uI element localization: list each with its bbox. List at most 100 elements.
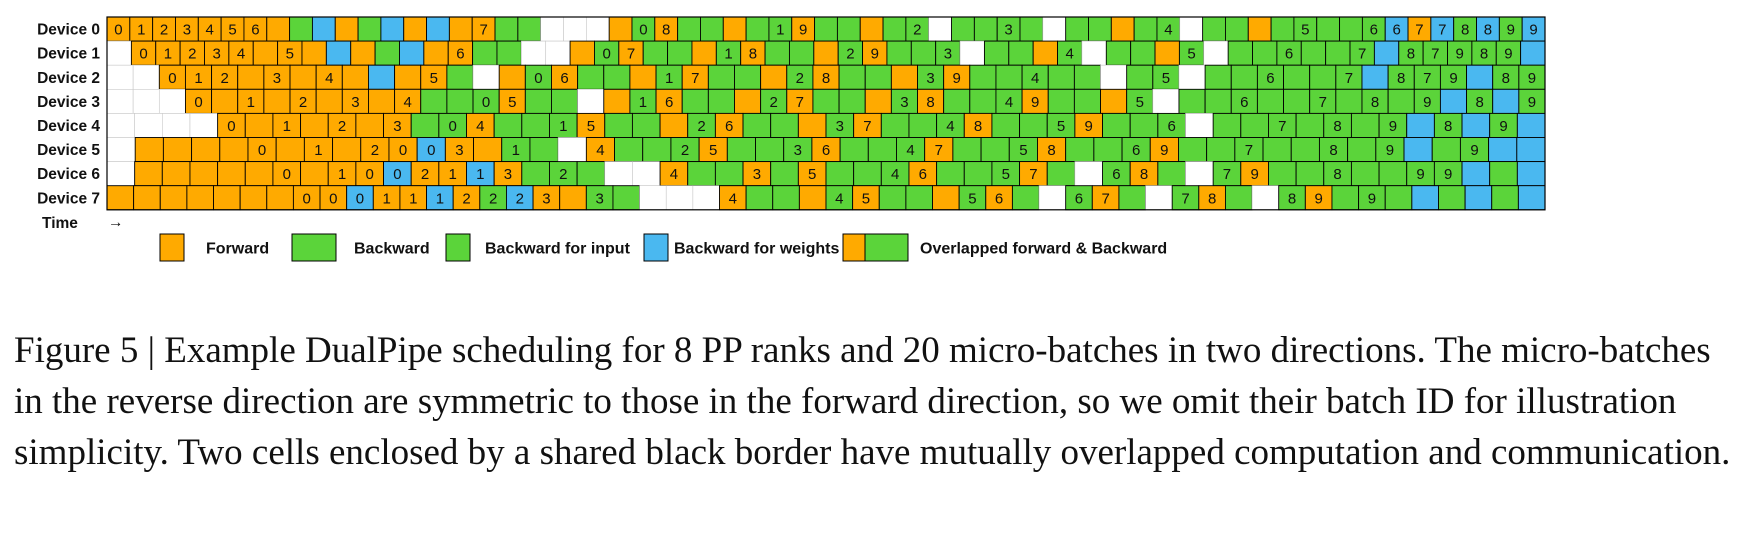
cell: [1212, 112, 1242, 138]
cell: [604, 161, 633, 187]
cell: [1411, 185, 1439, 211]
cell: [604, 112, 633, 138]
cell-label: 4: [596, 142, 604, 159]
cell: [991, 112, 1021, 138]
cell: [1178, 137, 1208, 163]
cell: [423, 40, 449, 66]
cell: [639, 185, 667, 211]
cell: [106, 64, 134, 90]
cell-label: 8: [822, 70, 830, 87]
cell: [1403, 137, 1433, 163]
cell: [1256, 64, 1284, 90]
cell: [374, 40, 400, 66]
cell: [577, 89, 605, 114]
cell-label: 4: [237, 46, 245, 63]
legend-item-4: Overlapped forward & Backward: [842, 233, 1167, 262]
cell: [760, 64, 788, 90]
cell: [1019, 16, 1044, 42]
cell: [524, 64, 552, 90]
cell: [1518, 88, 1546, 114]
cell: [158, 64, 186, 90]
cell: [917, 88, 945, 114]
cell: [1037, 137, 1067, 163]
cell-label: 3: [542, 190, 550, 207]
cell: [1204, 64, 1232, 90]
cell-label: 8: [1047, 142, 1055, 159]
legend-label: Backward for weights: [674, 241, 839, 258]
cell-label: 8: [1480, 46, 1488, 63]
cell-label: 1: [512, 142, 520, 159]
figure-caption: Figure 5 | Example DualPipe scheduling f…: [14, 330, 1731, 473]
cell-label: 2: [421, 166, 429, 183]
cell-label: 7: [1278, 118, 1286, 135]
cell: [980, 137, 1010, 163]
cell: [1100, 64, 1127, 90]
cell: [687, 161, 716, 187]
cell: [106, 137, 136, 162]
cell: [880, 112, 910, 138]
cell: [629, 88, 657, 114]
cell: [1316, 16, 1341, 42]
cell: [1466, 88, 1494, 114]
cell: [438, 112, 467, 138]
cell: [410, 161, 440, 187]
cell-label: 7: [935, 142, 943, 159]
cell: [1093, 137, 1123, 163]
cell: [1268, 112, 1297, 138]
cell: [814, 16, 838, 42]
cell-label: 5: [1136, 94, 1144, 111]
cell: [1154, 40, 1180, 66]
cell-label: 8: [1329, 142, 1337, 159]
cell: [394, 64, 422, 90]
cell-label: 4: [206, 22, 214, 39]
cell: [130, 40, 157, 66]
cell: [493, 161, 523, 187]
cell-label: 6: [1266, 70, 1274, 87]
cell: [603, 64, 631, 90]
cell-label: 9: [1085, 118, 1093, 135]
cell: [665, 185, 694, 211]
cell-label: 0: [366, 166, 374, 183]
cell: [289, 16, 313, 42]
cell: [132, 89, 160, 114]
cell-label: 5: [968, 190, 976, 207]
cell: [1300, 40, 1327, 66]
cell-label: 3: [595, 190, 603, 207]
legend-item-3: Backward for weights: [643, 233, 839, 262]
cell: [1339, 16, 1363, 42]
cell: [1008, 40, 1034, 66]
cell: [839, 137, 869, 163]
cell: [1038, 185, 1066, 211]
cell-label: 7: [1345, 70, 1353, 87]
cell: [655, 88, 683, 114]
cell-label: 1: [247, 94, 255, 111]
cell: [890, 64, 918, 90]
cell-label: 9: [1314, 190, 1322, 207]
cell-label: 3: [944, 46, 952, 63]
cell: [521, 161, 550, 187]
cell: [1516, 112, 1546, 138]
cell: [106, 40, 132, 66]
cell: [983, 40, 1010, 66]
cell-label: 0: [168, 70, 176, 87]
cell: [204, 40, 230, 66]
cell: [698, 137, 728, 163]
cell: [852, 185, 880, 211]
cell: [742, 112, 772, 138]
cell-label: 7: [1431, 46, 1439, 63]
cell-label: 6: [1132, 142, 1140, 159]
cell-label: 9: [1368, 190, 1376, 207]
cell: [106, 89, 134, 114]
cell: [959, 40, 985, 66]
cell: [1431, 137, 1461, 163]
cell: [797, 112, 827, 138]
cell: [368, 64, 396, 90]
cell-label: 7: [627, 46, 635, 63]
cell: [614, 137, 644, 163]
cell-label: 0: [194, 94, 202, 111]
cell-label: 1: [449, 166, 457, 183]
cell: [1073, 64, 1101, 90]
cell: [659, 161, 689, 187]
cell: [908, 112, 938, 138]
cell: [642, 40, 669, 66]
